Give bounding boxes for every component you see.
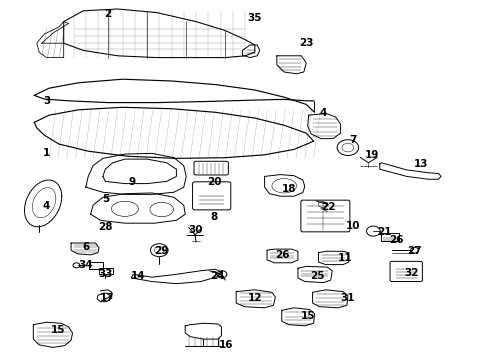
Text: 21: 21	[377, 227, 392, 237]
Text: 3: 3	[43, 96, 50, 106]
Text: 11: 11	[338, 253, 353, 264]
Text: 15: 15	[50, 325, 65, 336]
Text: 27: 27	[407, 246, 421, 256]
Text: 31: 31	[341, 293, 355, 303]
Text: 2: 2	[104, 9, 111, 19]
Text: 32: 32	[404, 268, 419, 278]
Text: 14: 14	[131, 271, 146, 282]
Text: 4: 4	[319, 108, 327, 118]
Text: 1: 1	[43, 148, 50, 158]
Text: 12: 12	[247, 293, 262, 303]
Text: 4: 4	[43, 201, 50, 211]
Text: 8: 8	[211, 212, 218, 222]
Text: 17: 17	[99, 293, 114, 303]
Bar	[89, 262, 103, 269]
Text: 16: 16	[219, 340, 234, 350]
Text: 28: 28	[98, 222, 113, 232]
Text: 15: 15	[300, 311, 315, 321]
Text: 29: 29	[154, 246, 169, 256]
Text: 22: 22	[321, 202, 336, 212]
Text: 25: 25	[310, 271, 324, 282]
Text: 26: 26	[389, 235, 403, 245]
Text: 35: 35	[247, 13, 262, 23]
Text: 24: 24	[210, 271, 224, 282]
Text: 7: 7	[349, 135, 357, 145]
Text: 13: 13	[414, 159, 429, 169]
Bar	[381, 233, 399, 241]
Bar	[99, 268, 113, 274]
Text: 34: 34	[78, 260, 93, 270]
Text: 10: 10	[345, 221, 360, 231]
Text: 19: 19	[365, 150, 380, 160]
Text: 9: 9	[129, 177, 136, 187]
Text: 6: 6	[82, 242, 89, 252]
Text: 18: 18	[282, 184, 296, 194]
Text: 20: 20	[207, 177, 221, 187]
Text: 30: 30	[189, 225, 203, 235]
Text: 33: 33	[98, 269, 113, 279]
Text: 5: 5	[102, 194, 109, 204]
Text: 23: 23	[299, 38, 314, 48]
Text: 26: 26	[275, 249, 290, 260]
